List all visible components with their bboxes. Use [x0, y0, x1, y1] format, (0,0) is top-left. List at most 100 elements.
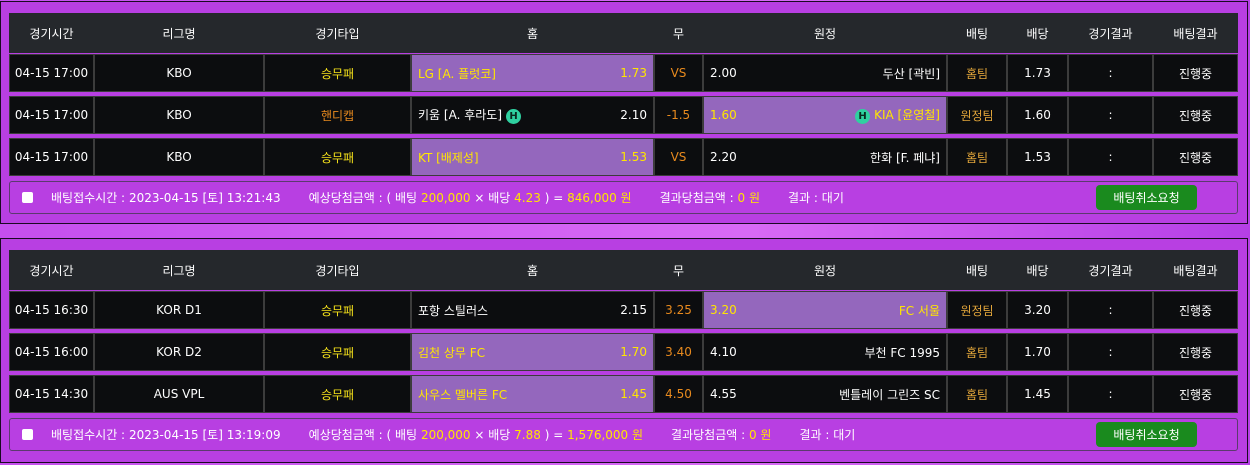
- bet-time-label: 배팅접수시간 :: [51, 191, 126, 205]
- bet-table: 경기시간 리그명 경기타입 홈 무 원정 배팅 배당 경기결과 배팅결과 04-15 17:00 KB…: [9, 13, 1238, 180]
- header-draw: 무: [654, 13, 703, 53]
- league-name: KOR D2: [94, 333, 264, 371]
- home-team-label: LG [A. 플럿코]: [418, 66, 496, 81]
- expected-eq: ) =: [544, 191, 564, 205]
- away-team-label: KIA [윤영철]: [874, 108, 940, 122]
- expected-stake: 200,000: [420, 428, 471, 442]
- bet-pick: 홈팀: [947, 54, 1007, 92]
- header-result: 배팅결과: [1153, 250, 1238, 290]
- header-pick: 배팅: [947, 250, 1007, 290]
- header-home: 홈: [411, 13, 654, 53]
- away-odds: 2.20: [710, 150, 737, 164]
- bet-time-value: 2023-04-15 [토] 13:19:09: [128, 428, 281, 442]
- bet-result: 진행중: [1153, 291, 1238, 329]
- home-team-cell[interactable]: 사우스 멜버른 FC 1.45: [411, 375, 654, 413]
- expected-expected-label: 예상당첨금액 : ( 배팅: [308, 428, 418, 442]
- header-time: 경기시간: [9, 13, 94, 53]
- home-team-label: 포항 스틸러스: [418, 303, 489, 318]
- bet-odds: 1.45: [1007, 375, 1068, 413]
- away-team-name: FC 서울: [899, 302, 940, 319]
- draw-cell[interactable]: VS: [654, 138, 703, 176]
- away-team-name: 두산 [곽빈]: [883, 65, 940, 82]
- draw-cell[interactable]: 3.40: [654, 333, 703, 371]
- away-team-label: 부천 FC 1995: [864, 345, 940, 360]
- header-away: 원정: [703, 13, 947, 53]
- bet-result: 진행중: [1153, 375, 1238, 413]
- header-type: 경기타입: [264, 250, 411, 290]
- league-name: KBO: [94, 54, 264, 92]
- away-team-cell[interactable]: 4.10 부천 FC 1995: [703, 333, 947, 371]
- home-team-cell[interactable]: KT [배제성] 1.53: [411, 138, 654, 176]
- bet-pick: 홈팀: [947, 333, 1007, 371]
- bet-result: 진행중: [1153, 333, 1238, 371]
- header-away: 원정: [703, 250, 947, 290]
- draw-cell[interactable]: VS: [654, 54, 703, 92]
- result-amount-label: 결과당첨금액 :: [671, 428, 746, 442]
- game-time: 04-15 16:30: [9, 291, 94, 329]
- game-score: :: [1068, 333, 1153, 371]
- home-team-cell[interactable]: 포항 스틸러스 2.15: [411, 291, 654, 329]
- game-type: 핸디캡: [264, 96, 411, 134]
- game-time: 04-15 14:30: [9, 375, 94, 413]
- game-time: 04-15 17:00: [9, 54, 94, 92]
- bet-odds: 1.60: [1007, 96, 1068, 134]
- table-header: 경기시간 리그명 경기타입 홈 무 원정 배팅 배당 경기결과 배팅결과: [9, 250, 1238, 290]
- bet-time-label: 배팅접수시간 :: [51, 428, 126, 442]
- select-checkbox[interactable]: [22, 192, 33, 203]
- game-time: 04-15 17:00: [9, 138, 94, 176]
- game-type: 승무패: [264, 375, 411, 413]
- expected-stake: 200,000: [420, 191, 471, 205]
- header-league: 리그명: [94, 13, 264, 53]
- home-odds: 2.10: [620, 108, 647, 122]
- bet-slip-1: 경기시간 리그명 경기타입 홈 무 원정 배팅 배당 경기결과 배팅결과 04-15 17:00 KB…: [0, 1, 1248, 224]
- away-team-name: 부천 FC 1995: [864, 344, 940, 361]
- home-team-label: 키움 [A. 후라도]: [418, 108, 503, 122]
- bet-result: 진행중: [1153, 54, 1238, 92]
- select-checkbox[interactable]: [22, 429, 33, 440]
- header-home: 홈: [411, 250, 654, 290]
- away-team-cell[interactable]: 4.55 벤틀레이 그린즈 SC: [703, 375, 947, 413]
- away-team-cell[interactable]: 2.00 두산 [곽빈]: [703, 54, 947, 92]
- game-type: 승무패: [264, 291, 411, 329]
- away-team-cell[interactable]: 1.60 H KIA [윤영철]: [703, 96, 947, 134]
- game-type: 승무패: [264, 333, 411, 371]
- table-row: 04-15 16:30 KOR D1 승무패 포항 스틸러스 2.15 3.25 3.20 F…: [9, 291, 1238, 329]
- cancel-bet-button[interactable]: 배팅취소요청: [1096, 422, 1197, 447]
- away-team-label: 벤틀레이 그린즈 SC: [839, 387, 940, 402]
- away-team-cell[interactable]: 3.20 FC 서울: [703, 291, 947, 329]
- game-score: :: [1068, 96, 1153, 134]
- away-team-cell[interactable]: 2.20 한화 [F. 페냐]: [703, 138, 947, 176]
- expected-total-odds: 4.23: [514, 191, 541, 205]
- bet-odds: 1.73: [1007, 54, 1068, 92]
- game-score: :: [1068, 138, 1153, 176]
- expected-times: × 배당: [474, 428, 511, 442]
- table-row: 04-15 14:30 AUS VPL 승무패 사우스 멜버른 FC 1.45 4.50 4…: [9, 375, 1238, 413]
- draw-cell[interactable]: -1.5: [654, 96, 703, 134]
- bet-time: 배팅접수시간 : 2023-04-15 [토] 13:19:09: [51, 426, 281, 443]
- home-team-cell[interactable]: 키움 [A. 후라도] H 2.10: [411, 96, 654, 134]
- expected-expected-label: 예상당첨금액 : ( 배팅: [308, 191, 418, 205]
- bet-odds: 1.53: [1007, 138, 1068, 176]
- bet-summary: 배팅접수시간 : 2023-04-15 [토] 13:21:43 예상당첨금액 :…: [9, 181, 1238, 214]
- draw-cell[interactable]: 3.25: [654, 291, 703, 329]
- bet-summary: 배팅접수시간 : 2023-04-15 [토] 13:19:09 예상당첨금액 :…: [9, 418, 1238, 451]
- bet-pick: 홈팀: [947, 375, 1007, 413]
- handicap-badge-icon: H: [506, 109, 522, 124]
- league-name: AUS VPL: [94, 375, 264, 413]
- home-odds: 1.70: [620, 345, 647, 359]
- away-odds: 4.10: [710, 345, 737, 359]
- game-type: 승무패: [264, 54, 411, 92]
- header-result: 배팅결과: [1153, 13, 1238, 53]
- home-team-cell[interactable]: LG [A. 플럿코] 1.73: [411, 54, 654, 92]
- away-odds: 3.20: [710, 303, 737, 317]
- cancel-bet-button[interactable]: 배팅취소요청: [1096, 185, 1197, 210]
- away-team-label: FC 서울: [898, 303, 940, 318]
- header-pick: 배팅: [947, 13, 1007, 53]
- expected-payout: 1,576,000 원: [567, 428, 644, 442]
- away-team-label: 두산 [곽빈]: [882, 66, 940, 81]
- home-team-cell[interactable]: 김천 상무 FC 1.70: [411, 333, 654, 371]
- draw-cell[interactable]: 4.50: [654, 375, 703, 413]
- home-team-label: 사우스 멜버른 FC: [418, 387, 508, 402]
- result-status: 결과 : 대기: [788, 191, 844, 205]
- home-team-name: KT [배제성]: [418, 149, 479, 166]
